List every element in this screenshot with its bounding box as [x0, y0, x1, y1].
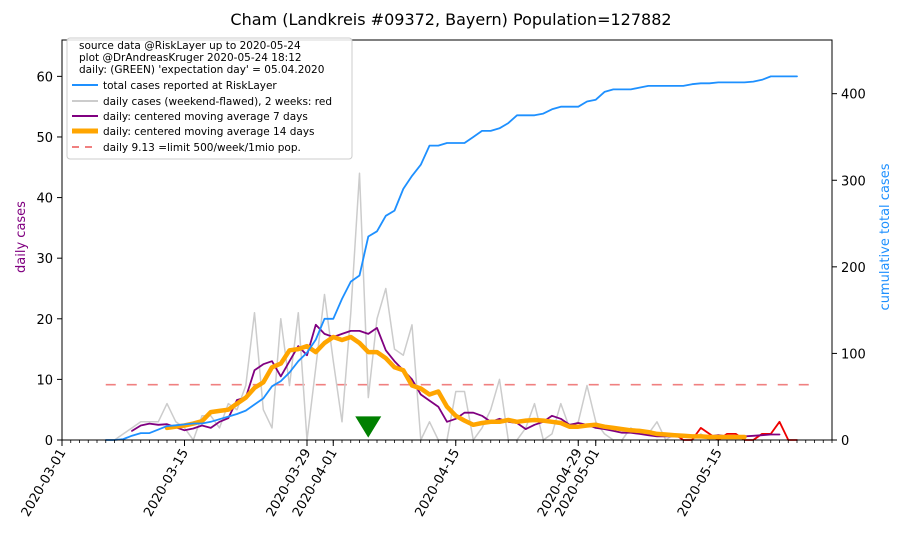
- expectation-marker-layer: [355, 416, 382, 438]
- legend-label-daily: daily cases (weekend-flawed), 2 weeks: r…: [103, 96, 332, 108]
- chart-title: Cham (Landkreis #09372, Bayern) Populati…: [230, 10, 671, 29]
- legend-info-line-2: plot @DrAndreasKruger 2020-05-24 18:12: [79, 52, 302, 64]
- legend-label-ma14: daily: centered moving average 14 days: [103, 126, 315, 138]
- x-tick-label: 2020-05-15: [675, 447, 726, 520]
- x-tick-label: 2020-03-01: [19, 447, 70, 520]
- daily-cases-layer: [105, 172, 798, 441]
- right-y-tick-label: 200: [841, 261, 866, 276]
- left-y-tick-label: 10: [36, 373, 53, 388]
- legend-label-ma7: daily: centered moving average 7 days: [103, 111, 308, 123]
- series-line-daily: [105, 172, 711, 441]
- legend: source data @RiskLayer up to 2020-05-24 …: [66, 37, 353, 160]
- right-axis-label: cumulative total cases: [878, 163, 893, 310]
- left-y-tick-label: 60: [36, 70, 53, 85]
- x-tick-label: 2020-03-15: [141, 447, 192, 520]
- moving-average-14-layer: [164, 334, 747, 440]
- cumulative-layer: [104, 75, 798, 441]
- left-axis-label: daily cases: [14, 201, 29, 273]
- right-y-tick-label: 400: [841, 88, 866, 103]
- legend-label-limit: daily 9.13 =limit 500/week/1mio pop.: [103, 142, 301, 154]
- x-tick-label: 2020-04-15: [412, 447, 463, 520]
- legend-label-cumulative: total cases reported at RiskLayer: [103, 80, 277, 92]
- left-y-tick-label: 30: [36, 252, 53, 267]
- expectation-day-marker: [355, 416, 382, 438]
- left-y-tick-label: 20: [36, 313, 53, 328]
- legend-info-line-3: daily: (GREEN) 'expectation day' = 05.04…: [79, 64, 324, 76]
- left-y-tick-label: 40: [36, 192, 53, 207]
- left-y-tick-label: 0: [45, 434, 53, 449]
- right-y-tick-label: 0: [841, 434, 849, 449]
- left-y-tick-label: 50: [36, 131, 53, 146]
- legend-box: [66, 37, 353, 160]
- right-y-tick-label: 300: [841, 174, 866, 189]
- series-line-ma7: [131, 323, 781, 438]
- series-line-cumulative: [104, 75, 798, 441]
- moving-average-7-layer: [131, 323, 781, 438]
- series-line-ma14: [164, 334, 747, 440]
- legend-info-line-1: source data @RiskLayer up to 2020-05-24: [79, 40, 301, 52]
- right-y-tick-label: 100: [841, 347, 866, 362]
